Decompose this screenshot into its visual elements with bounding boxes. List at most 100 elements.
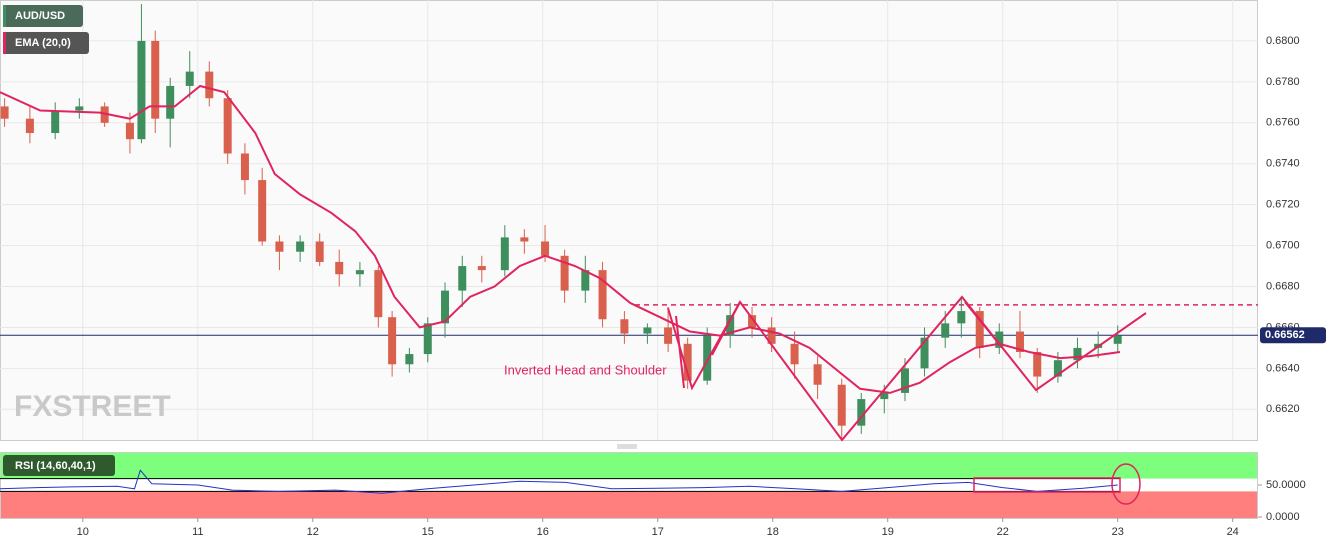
- candle-body: [598, 270, 607, 320]
- x-tick-label: 18: [767, 526, 779, 538]
- y-tick-label: 0.6680: [1266, 280, 1300, 292]
- candle-body: [388, 317, 397, 365]
- candle-body: [205, 71, 214, 99]
- last-price-label: 0.66562: [1265, 329, 1305, 341]
- candle-body: [500, 237, 509, 271]
- annotation: Inverted Head and Shoulder: [504, 362, 667, 377]
- candle-body: [296, 241, 305, 252]
- upper-zone: [1, 453, 1257, 479]
- pattern-zigzag: [667, 295, 1147, 442]
- candle-body: [726, 315, 735, 336]
- candle-body: [560, 255, 569, 291]
- candle-body: [975, 311, 984, 348]
- candle-body: [125, 122, 134, 140]
- candle-body: [1113, 335, 1122, 344]
- pattern-lines: [667, 295, 1147, 505]
- candle-body: [0, 106, 9, 119]
- x-tick-label: 24: [1227, 526, 1239, 538]
- candle-body: [355, 270, 364, 275]
- candle-body: [166, 85, 175, 119]
- candle-body: [813, 364, 822, 385]
- candle-body: [941, 323, 950, 338]
- candle-body: [837, 384, 846, 426]
- candle-body: [748, 315, 757, 328]
- candle-body: [520, 237, 529, 242]
- candle-body: [441, 290, 450, 324]
- rsi-label: RSI (14,60,40,1): [15, 460, 96, 472]
- ema-swatch: [3, 32, 6, 54]
- y-tick-label: 0.6640: [1266, 362, 1300, 374]
- candle-body: [957, 311, 966, 324]
- x-tick-label: 10: [77, 526, 89, 538]
- candle-body: [541, 241, 550, 256]
- candle-body: [25, 118, 34, 134]
- candle-body: [275, 241, 284, 252]
- symbol-swatch: [3, 5, 6, 27]
- candle-body: [620, 319, 629, 334]
- ema-tag: [3, 32, 89, 54]
- watermark: FXSTREET: [14, 390, 171, 423]
- lower-zone: [1, 491, 1257, 518]
- ema-label: EMA (20,0): [15, 37, 71, 49]
- splitter[interactable]: [617, 444, 637, 449]
- candle-body: [223, 98, 232, 154]
- candle-body: [335, 261, 344, 275]
- x-tick-label: 23: [1112, 526, 1124, 538]
- x-tick-label: 15: [422, 526, 434, 538]
- x-tick-label: 19: [882, 526, 894, 538]
- candle-body: [423, 323, 432, 355]
- candle-body: [857, 399, 866, 426]
- candle-body: [920, 337, 929, 369]
- candle-body: [258, 180, 267, 242]
- candle-body: [151, 40, 160, 119]
- symbol-tag: [3, 5, 83, 27]
- candle-body: [240, 153, 249, 181]
- x-tick-label: 17: [652, 526, 664, 538]
- candle-body: [458, 266, 467, 291]
- candle-body: [790, 343, 799, 365]
- candle-body: [683, 343, 692, 381]
- pattern-leg: [675, 315, 685, 389]
- y-tick-label: 0.6780: [1266, 76, 1300, 88]
- candle-body: [1073, 347, 1082, 361]
- ema-line: [0, 84, 1121, 394]
- x-tick-label: 22: [997, 526, 1009, 538]
- candle-body: [477, 266, 486, 271]
- rsi-line: [0, 469, 1118, 494]
- candle-body: [767, 327, 776, 344]
- candle-body: [1015, 331, 1024, 352]
- candle-body: [100, 106, 109, 123]
- y-tick-label: 0.6740: [1266, 158, 1300, 170]
- last-price-badge: [1260, 327, 1326, 344]
- y-tick-label: 0.6760: [1266, 117, 1300, 129]
- candle-body: [137, 40, 146, 140]
- symbol-label: AUD/USD: [15, 10, 65, 22]
- x-tick-label: 12: [307, 526, 319, 538]
- y-tick-label: 0.6700: [1266, 239, 1300, 251]
- candle-body: [405, 354, 414, 365]
- x-tick-label: 16: [537, 526, 549, 538]
- pattern-leg: [711, 301, 741, 356]
- rsi-circle: [1111, 463, 1141, 505]
- candle-body: [581, 270, 590, 291]
- pattern-leg: [964, 301, 1001, 346]
- candle-body: [995, 331, 1004, 348]
- candle-body: [51, 110, 60, 134]
- candle-body: [1033, 352, 1042, 377]
- rsi-tag: [3, 455, 115, 476]
- y-tick-label: 0.6620: [1266, 403, 1300, 415]
- candle-body: [703, 335, 712, 381]
- candle-body: [643, 327, 652, 334]
- y-tick-label: 0.6720: [1266, 199, 1300, 211]
- candle-body: [1053, 360, 1062, 377]
- candle-body: [374, 270, 383, 318]
- y-tick-label: 0.0000: [1266, 511, 1300, 523]
- x-tick-label: 11: [192, 526, 203, 538]
- candle-body: [880, 392, 889, 400]
- rsi-highlight: [973, 477, 1121, 493]
- candle-body: [75, 106, 84, 111]
- candle-body: [900, 368, 909, 393]
